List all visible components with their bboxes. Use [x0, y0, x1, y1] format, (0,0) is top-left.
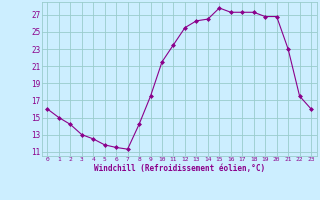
X-axis label: Windchill (Refroidissement éolien,°C): Windchill (Refroidissement éolien,°C): [94, 164, 265, 173]
